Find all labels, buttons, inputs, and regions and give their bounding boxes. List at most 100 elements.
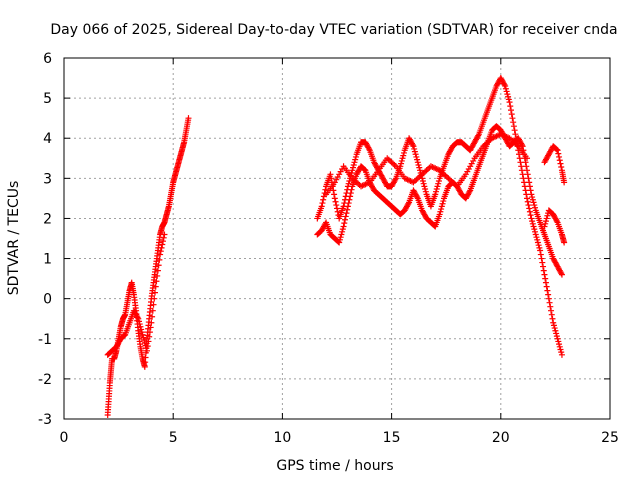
data-point-fill — [155, 262, 162, 269]
data-point-fill — [352, 153, 359, 160]
data-point — [135, 315, 142, 322]
data-point-fill — [439, 200, 446, 207]
data-point-fill — [346, 196, 353, 203]
data-point-fill — [151, 295, 158, 302]
data-point-fill — [366, 145, 373, 152]
data-point-fill — [331, 191, 338, 198]
data-point — [148, 319, 155, 326]
data-point-fill — [544, 287, 551, 294]
data-point — [139, 331, 146, 338]
data-points — [104, 75, 568, 418]
data-point-fill — [319, 200, 326, 207]
data-point-fill — [557, 160, 564, 167]
data-point-fill — [538, 255, 545, 262]
data-point-fill — [416, 164, 423, 171]
data-point-fill — [552, 327, 559, 334]
data-point-fill — [414, 194, 421, 201]
data-point-fill — [409, 141, 416, 148]
data-point-fill — [153, 278, 160, 285]
data-point-fill — [134, 314, 141, 321]
data-point — [550, 319, 557, 326]
data-point-fill — [507, 107, 514, 114]
data-point-fill — [332, 198, 339, 205]
data-point — [502, 83, 509, 90]
data-point — [344, 203, 351, 210]
data-point — [528, 191, 535, 198]
data-point-fill — [334, 208, 341, 215]
data-point-fill — [160, 238, 167, 245]
data-point-fill — [520, 175, 527, 182]
data-point-fill — [411, 148, 418, 155]
data-point — [554, 335, 561, 342]
data-point-fill — [518, 141, 525, 148]
data-point-fill — [558, 349, 565, 356]
x-tick-label: 5 — [169, 430, 178, 446]
data-point-fill — [507, 103, 514, 110]
plot-frame — [63, 57, 611, 420]
data-point-fill — [149, 313, 156, 320]
data-point-fill — [347, 193, 354, 200]
data-point-fill — [159, 241, 166, 248]
chart-title: Day 066 of 2025, Sidereal Day-to-day VTE… — [50, 22, 617, 38]
data-point-fill — [526, 179, 533, 186]
data-point-fill — [530, 223, 537, 230]
data-point — [414, 159, 421, 166]
data-point-fill — [502, 85, 509, 92]
data-point-fill — [400, 152, 407, 159]
data-point — [561, 239, 568, 246]
y-tick-label: -3 — [38, 412, 52, 428]
data-point-fill — [400, 149, 407, 156]
data-point-fill — [505, 96, 512, 103]
data-point-fill — [556, 157, 563, 164]
data-point-fill — [154, 272, 161, 279]
data-point-fill — [339, 226, 346, 233]
data-point-fill — [140, 334, 147, 341]
data-point-fill — [558, 270, 565, 277]
data-point-fill — [516, 155, 523, 162]
data-point-fill — [147, 324, 154, 331]
data-point-fill — [399, 155, 406, 162]
data-point-fill — [544, 212, 551, 219]
data-point-fill — [543, 283, 550, 290]
x-tick-label: 0 — [60, 430, 69, 446]
data-point — [432, 191, 439, 198]
data-point-fill — [555, 150, 562, 157]
data-point-fill — [411, 145, 418, 152]
data-point-fill — [509, 115, 516, 122]
data-point-fill — [437, 208, 444, 215]
data-point-fill — [438, 203, 445, 210]
data-point-fill — [320, 196, 327, 203]
data-point-fill — [135, 318, 142, 325]
data-point-fill — [339, 228, 346, 235]
data-point-fill — [516, 151, 522, 158]
data-point-fill — [433, 186, 440, 193]
data-point-fill — [420, 180, 427, 187]
y-tick-label: 6 — [43, 51, 52, 67]
data-point-fill — [550, 322, 557, 329]
y-tick-label: 3 — [43, 171, 52, 187]
data-point-fill — [527, 187, 534, 194]
data-point-fill — [435, 180, 442, 187]
data-point-fill — [553, 330, 560, 337]
data-point — [561, 179, 568, 186]
data-point-fill — [512, 131, 519, 138]
data-point-fill — [347, 190, 354, 197]
data-point-fill — [526, 208, 533, 215]
data-point-fill — [328, 175, 335, 182]
data-point-fill — [158, 244, 165, 251]
data-point-fill — [553, 218, 560, 225]
data-point-fill — [543, 215, 550, 222]
data-point-fill — [146, 333, 153, 340]
data-point-fill — [415, 161, 422, 168]
data-point-fill — [419, 178, 426, 185]
data-point-fill — [542, 279, 549, 286]
data-point-fill — [146, 329, 153, 336]
data-point — [537, 247, 544, 254]
data-point-fill — [421, 183, 428, 190]
data-point-fill — [547, 303, 554, 310]
data-point-fill — [548, 311, 555, 318]
data-point — [541, 271, 548, 278]
data-point-fill — [522, 159, 529, 166]
axis-ticks: 0 5 10 15 20 25 -3 -2 -1 0 1 2 3 4 5 6 — [38, 51, 619, 446]
data-point-fill — [405, 200, 412, 207]
